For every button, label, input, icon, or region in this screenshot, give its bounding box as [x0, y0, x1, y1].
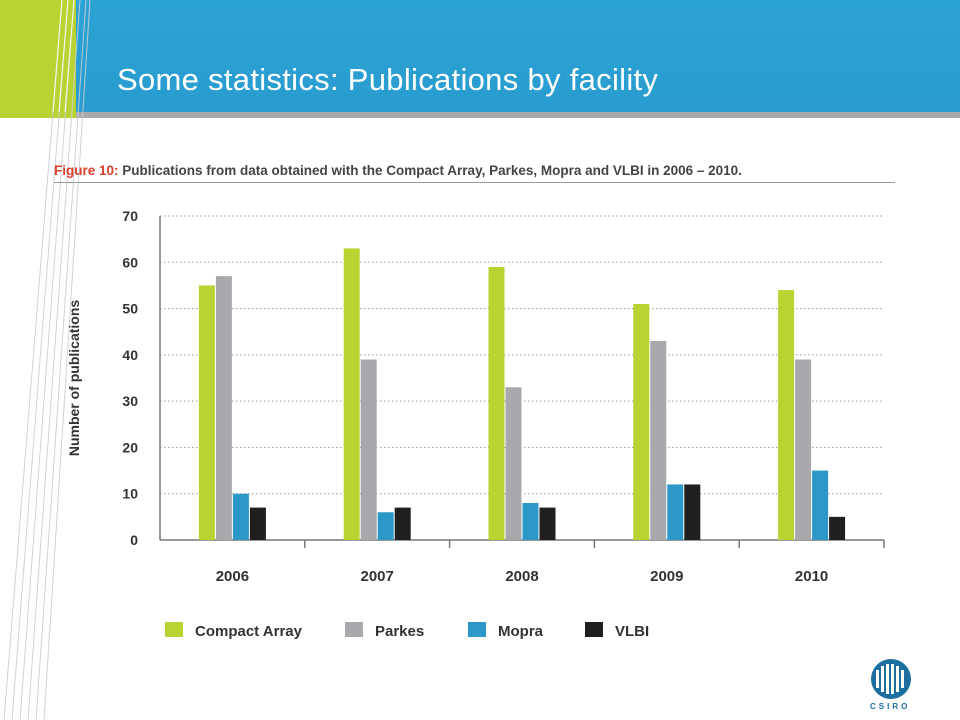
y-tick-label: 20	[122, 439, 138, 455]
bar	[684, 484, 701, 540]
bar	[778, 290, 795, 540]
y-tick-label: 60	[122, 254, 138, 270]
bar	[539, 507, 556, 540]
x-tick-label: 2006	[216, 568, 249, 585]
bar	[394, 507, 411, 540]
decorative-lines	[3, 0, 91, 720]
logo-text: CSIRO	[870, 702, 911, 711]
y-tick-label: 10	[122, 486, 138, 502]
bar	[650, 340, 667, 540]
y-tick-label: 30	[122, 393, 138, 409]
figure-caption-text: Publications from data obtained with the…	[122, 163, 742, 178]
legend-label: VLBI	[615, 623, 649, 640]
bar	[488, 266, 505, 540]
legend-swatch	[165, 622, 183, 637]
legend-swatch	[468, 622, 486, 637]
header-underline	[76, 112, 960, 118]
x-tick-label: 2008	[505, 568, 538, 585]
bar	[505, 387, 522, 540]
bar	[360, 359, 377, 540]
bar	[198, 285, 215, 540]
figure-caption: Figure 10: Publications from data obtain…	[54, 163, 742, 178]
y-axis-label: Number of publications	[66, 300, 82, 457]
x-tick-label: 2009	[650, 568, 683, 585]
bar	[633, 303, 650, 540]
legend-label: Parkes	[375, 623, 424, 640]
header-band	[0, 0, 960, 112]
y-tick-label: 50	[122, 301, 138, 317]
legend-swatch	[585, 622, 603, 637]
x-tick-label: 2010	[795, 568, 828, 585]
bar	[215, 276, 232, 540]
bar	[667, 484, 684, 540]
slide-title: Some statistics: Publications by facilit…	[117, 62, 659, 97]
figure-label: Figure 10:	[54, 163, 119, 178]
caption-rule	[54, 182, 895, 183]
bar	[795, 359, 812, 540]
bar	[232, 493, 249, 540]
legend-swatch	[345, 622, 363, 637]
bar	[343, 248, 360, 540]
csiro-logo-icon	[871, 659, 911, 699]
bar	[829, 516, 846, 540]
y-tick-label: 70	[122, 208, 138, 224]
bar	[249, 507, 266, 540]
legend-label: Compact Array	[195, 623, 303, 640]
y-tick-label: 0	[130, 532, 138, 548]
x-tick-label: 2007	[361, 568, 394, 585]
bar	[522, 502, 539, 540]
y-tick-label: 40	[122, 347, 138, 363]
bar	[377, 512, 394, 540]
bar	[812, 470, 829, 540]
legend-label: Mopra	[498, 623, 544, 640]
